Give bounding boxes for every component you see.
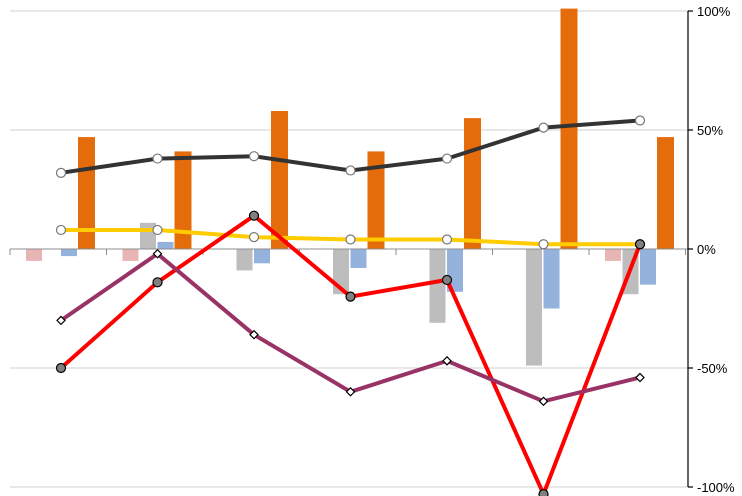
bar-series-4-bar-1 [78,137,95,249]
line-series-1-point-5 [441,153,453,164]
line-series-3-point-5 [441,274,453,286]
line-series-4-point-3 [249,329,259,340]
line-series-2-point-6 [538,239,549,250]
line-series-4-point-4 [345,386,356,397]
line-series-1 [60,118,641,175]
line-series-1-point-7 [634,115,646,126]
bar-series-4-bar-6 [560,8,578,249]
line-series-3-point-2 [152,277,163,288]
bar-series-2-bar-3 [236,249,253,271]
line-series-3-point-6 [538,489,549,496]
line-series-2-point-1 [55,224,67,236]
bar-series-3-bar-7 [640,249,656,285]
line-series-2-point-2 [152,224,163,236]
bar-series-1-bar-7 [605,249,621,261]
line-series-3-point-3 [248,210,260,221]
bar-series-group [26,8,674,366]
bar-series-4-bar-7 [657,137,674,249]
y-tick-label: 50% [697,123,723,138]
y-axis-tick-labels: 100% 50% 0% -50% -100% [697,4,735,495]
line-series-4-point-6 [538,396,549,407]
bar-series-2-bar-5 [429,249,446,323]
y-tick-label: -100% [697,480,735,495]
line-series-4-point-1 [56,315,66,326]
bar-series-3-bar-6 [543,249,560,309]
y-tick-label: -50% [697,361,728,376]
axes [9,10,693,488]
bar-series-4-bar-2 [174,151,192,249]
y-tick-label: 0% [697,242,716,257]
line-series-2-point-4 [345,234,356,245]
line-series-1-point-1 [55,167,67,178]
line-series-4-point-2 [152,248,163,259]
bar-series-3-bar-2 [157,241,174,249]
line-series-4-point-7 [635,372,645,383]
bar-series-4-bar-5 [464,118,481,249]
line-series-2-point-3 [248,232,260,243]
line-series-2-point-5 [441,234,453,245]
line-series-3-point-1 [55,362,67,374]
bar-series-3-bar-4 [350,249,367,268]
bar-series-4-bar-3 [271,111,288,249]
line-series-1-point-4 [345,165,356,176]
line-series-group [55,115,646,496]
line-series-1-point-3 [248,151,260,162]
bar-series-3-bar-1 [61,249,77,257]
line-series-4-point-5 [442,356,452,366]
bar-series-3-bar-3 [254,249,270,264]
line-series-3-point-7 [634,239,646,250]
line-series-1-point-6 [538,122,549,133]
y-tick-label: 100% [697,4,731,19]
bar-series-1-bar-1 [26,249,42,261]
line-series-3-point-4 [345,291,356,302]
bar-series-4-bar-4 [367,151,385,249]
bar-series-2-bar-6 [526,249,542,366]
bar-series-1-bar-2 [122,249,139,261]
line-series-1-point-2 [152,153,163,164]
